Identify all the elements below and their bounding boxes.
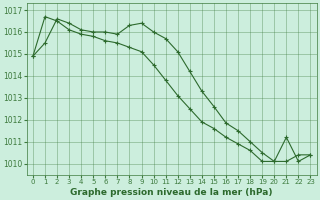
X-axis label: Graphe pression niveau de la mer (hPa): Graphe pression niveau de la mer (hPa)	[70, 188, 273, 197]
